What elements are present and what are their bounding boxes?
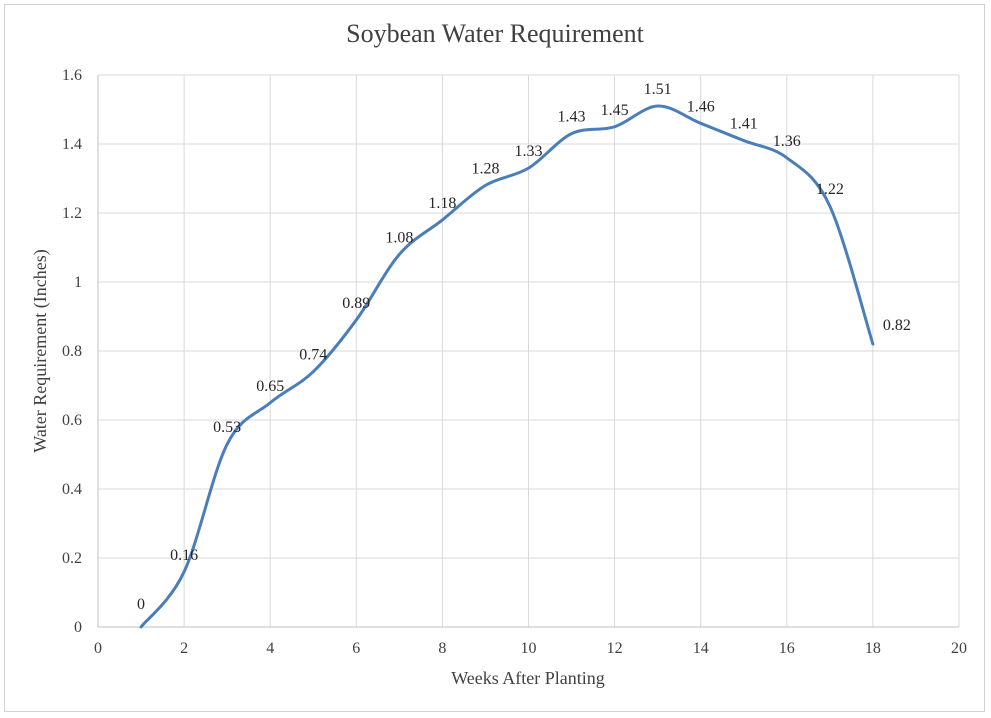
series-layer <box>139 104 875 629</box>
x-tick-label: 6 <box>352 640 360 657</box>
data-label: 0.16 <box>170 547 198 564</box>
y-tick-label: 0.2 <box>62 550 82 567</box>
x-tick-label: 10 <box>521 640 537 657</box>
data-label: 0.53 <box>213 419 241 436</box>
data-label: 1.46 <box>687 98 715 115</box>
data-label: 0.89 <box>342 295 370 312</box>
x-tick-label: 2 <box>180 640 188 657</box>
data-label: 1.43 <box>558 109 586 126</box>
data-label: 1.33 <box>515 143 543 160</box>
grid-layer <box>97 74 960 628</box>
x-tick-label: 8 <box>438 640 446 657</box>
x-tick-label: 14 <box>693 640 709 657</box>
chart-frame <box>4 4 985 712</box>
y-tick-label: 0 <box>74 619 82 636</box>
x-tick-label: 18 <box>865 640 881 657</box>
data-label: 1.45 <box>601 102 629 119</box>
data-label: 0.74 <box>299 347 327 364</box>
x-tick-label: 4 <box>266 640 274 657</box>
series-line <box>139 104 875 629</box>
x-axis-title: Weeks After Planting <box>451 668 605 688</box>
data-label: 0.82 <box>883 317 911 334</box>
data-label: 1.41 <box>730 116 758 133</box>
x-tick-label: 0 <box>94 640 102 657</box>
data-label: 0.65 <box>256 378 284 395</box>
data-label: 1.51 <box>644 81 672 98</box>
x-tick-label: 12 <box>607 640 623 657</box>
data-label: 1.08 <box>385 229 413 246</box>
data-label: 1.36 <box>773 133 801 150</box>
chart-title: Soybean Water Requirement <box>346 19 645 48</box>
tick-label-layer: 0 2 4 6 8 10 12 14 16 18 20 0 0.2 0.4 0.6 0.8 1 1.2 1.4 1.6 <box>62 67 967 657</box>
data-label: 1.28 <box>471 160 499 177</box>
data-label: 1.22 <box>816 181 844 198</box>
y-tick-label: 1.4 <box>62 136 82 153</box>
y-tick-label: 1.6 <box>62 67 82 84</box>
y-tick-label: 0.8 <box>62 343 82 360</box>
y-tick-label: 1 <box>74 274 82 291</box>
data-label: 0 <box>137 596 145 613</box>
x-tick-label: 16 <box>779 640 795 657</box>
y-tick-label: 1.2 <box>62 205 82 222</box>
y-tick-label: 0.6 <box>62 412 82 429</box>
y-tick-label: 0.4 <box>62 481 82 498</box>
data-label: 1.18 <box>428 195 456 212</box>
data-label-layer: 0 0.16 0.53 0.65 0.74 0.89 1.08 1.18 1.28 1.33 1.4… <box>137 81 911 613</box>
y-axis-title: Water Requirement (Inches) <box>30 249 51 452</box>
x-tick-label: 20 <box>951 640 967 657</box>
